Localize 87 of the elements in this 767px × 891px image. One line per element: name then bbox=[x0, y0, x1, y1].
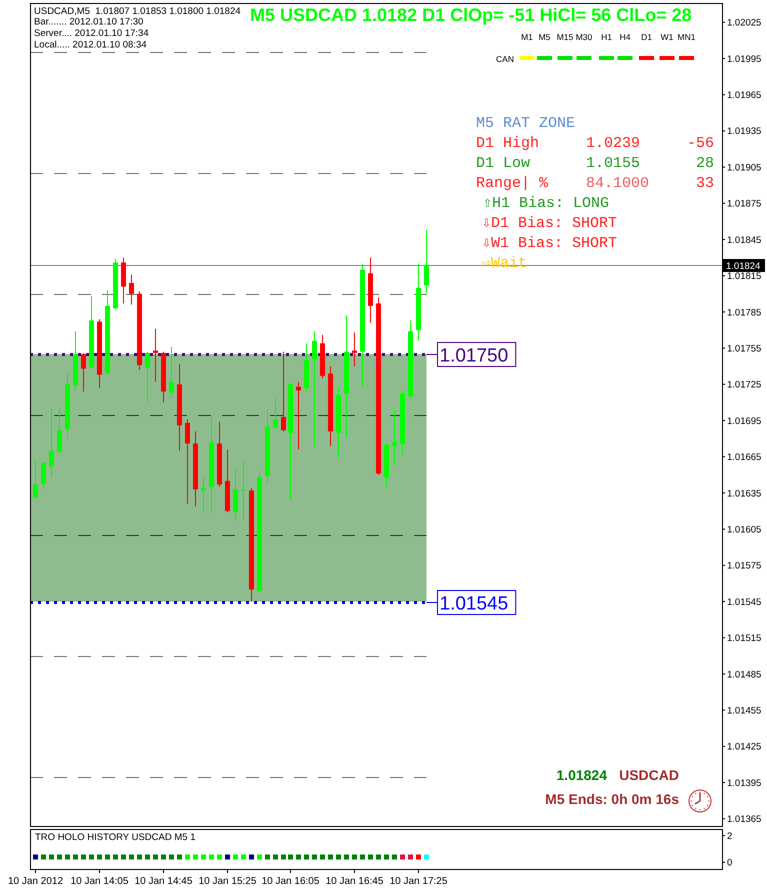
candlestick bbox=[185, 418, 190, 504]
annotation: M15 bbox=[556, 32, 574, 42]
candlestick bbox=[352, 332, 357, 367]
candlestick bbox=[145, 351, 150, 403]
candlestick bbox=[41, 461, 46, 489]
annotation: 33 bbox=[696, 175, 714, 192]
x-tick-label: 10 Jan 16:05 bbox=[262, 876, 320, 887]
annotation: 1.01824 bbox=[556, 767, 608, 783]
x-tick-label: 10 Jan 14:05 bbox=[70, 876, 129, 887]
y-tick-label: 1.01995 bbox=[727, 54, 762, 65]
candlestick bbox=[424, 229, 429, 294]
x-tick-label: 10 Jan 17:25 bbox=[390, 876, 448, 887]
candlestick bbox=[81, 352, 86, 392]
y-tick-label: 1.01545 bbox=[727, 596, 762, 608]
y-tick-label: 2 bbox=[727, 830, 732, 842]
y-tick-label: 1.01365 bbox=[727, 814, 762, 826]
ref-line-label: 1.01824 bbox=[726, 260, 760, 272]
annotation: M5 RAT ZONE bbox=[476, 115, 576, 132]
annotation: M5 bbox=[538, 32, 551, 42]
y-tick-label: 1.01665 bbox=[727, 452, 762, 464]
y-tick-label: 1.01935 bbox=[727, 126, 762, 138]
y-tick-label: 1.01845 bbox=[727, 234, 762, 246]
y-tick-label: 1.01815 bbox=[727, 271, 762, 282]
annotation: 1.0155 bbox=[586, 155, 640, 172]
annotation: M30 bbox=[576, 32, 593, 42]
ref-line-label: 1.01545 bbox=[440, 593, 508, 614]
candlestick bbox=[233, 468, 238, 522]
annotation: Local..... 2012.01.10 08:34 bbox=[34, 40, 147, 50]
y-tick-label: 1.01725 bbox=[727, 380, 762, 391]
annotation: D1 High bbox=[476, 135, 540, 152]
annotation: M1 bbox=[521, 32, 534, 42]
y-tick-label: 1.01785 bbox=[727, 307, 762, 318]
annotation: Bar....... 2012.01.10 17:30 bbox=[34, 16, 144, 28]
annotation: USDCAD bbox=[619, 767, 679, 783]
candlestick bbox=[281, 351, 286, 432]
annotation: -56 bbox=[686, 135, 714, 152]
candlestick bbox=[49, 408, 54, 478]
annotation: Range| % bbox=[476, 175, 550, 192]
annotation: Server.... 2012.01.10 17:34 bbox=[34, 28, 149, 39]
y-tick-label: 1.01875 bbox=[727, 198, 762, 210]
y-tick-label: 1.01575 bbox=[727, 560, 762, 572]
y-tick-label: 1.02025 bbox=[727, 18, 762, 29]
y-tick-label: 1.01755 bbox=[727, 343, 762, 354]
candlestick bbox=[201, 476, 206, 514]
annotation: CAN bbox=[496, 54, 514, 64]
y-tick-label: 1.01605 bbox=[727, 524, 762, 536]
annotation: W1 bbox=[660, 32, 674, 42]
candlestick bbox=[169, 346, 174, 398]
chart-title: M5 USDCAD 1.0182 D1 ClOp= -51 HiCl= 56 ClLo= 28 bbox=[250, 5, 692, 25]
chart-title: TRO HOLO HISTORY USDCAD M5 1 bbox=[35, 832, 196, 843]
annotation: 28 bbox=[696, 155, 714, 172]
annotation: ⇩D1 Bias: SHORT bbox=[482, 215, 618, 232]
y-tick-label: 1.01695 bbox=[727, 416, 762, 427]
annotation: 84.1000 bbox=[586, 175, 650, 192]
candlestick bbox=[312, 330, 317, 446]
x-tick-label: 10 Jan 16:45 bbox=[326, 876, 384, 887]
y-tick-label: 1.01455 bbox=[727, 705, 762, 716]
candlestick bbox=[33, 460, 38, 500]
annotation: H4 bbox=[620, 32, 631, 42]
y-tick-label: 1.01905 bbox=[727, 162, 762, 174]
y-tick-label: 1.01425 bbox=[727, 742, 762, 753]
annotation: 1.0239 bbox=[586, 135, 640, 152]
y-tick-label: 1.01395 bbox=[727, 778, 762, 789]
annotation: ⇩W1 Bias: SHORT bbox=[482, 235, 618, 252]
annotation: USDCAD,M5 1.01807 1.01853 1.01800 1.01824 bbox=[34, 6, 241, 17]
x-tick-label: 10 Jan 2012 bbox=[8, 876, 64, 887]
annotation: ⇨Wait bbox=[482, 255, 528, 272]
annotation: D1 bbox=[641, 32, 652, 42]
candlestick bbox=[57, 408, 62, 454]
x-tick-label: 10 Jan 15:25 bbox=[198, 876, 257, 887]
candlestick bbox=[296, 381, 301, 450]
ref-line-label: 1.01750 bbox=[440, 345, 508, 366]
y-tick-label: 1.01485 bbox=[727, 669, 762, 680]
candlestick bbox=[273, 397, 278, 430]
annotation: M5 Ends: 0h 0m 16s bbox=[545, 791, 680, 807]
annotation: D1 Low bbox=[476, 155, 530, 172]
annotation: H1 bbox=[601, 32, 612, 42]
y-tick-label: 0 bbox=[727, 858, 732, 869]
annotation: MN1 bbox=[678, 32, 696, 42]
candlestick bbox=[392, 409, 397, 466]
candlestick bbox=[153, 328, 158, 382]
y-tick-label: 1.01965 bbox=[727, 90, 762, 102]
candlestick bbox=[129, 274, 134, 306]
annotation: ⇧H1 Bias: LONG bbox=[483, 195, 610, 212]
x-tick-label: 10 Jan 14:45 bbox=[134, 876, 193, 887]
y-tick-label: 1.01635 bbox=[727, 488, 762, 500]
y-tick-label: 1.01515 bbox=[727, 633, 762, 644]
